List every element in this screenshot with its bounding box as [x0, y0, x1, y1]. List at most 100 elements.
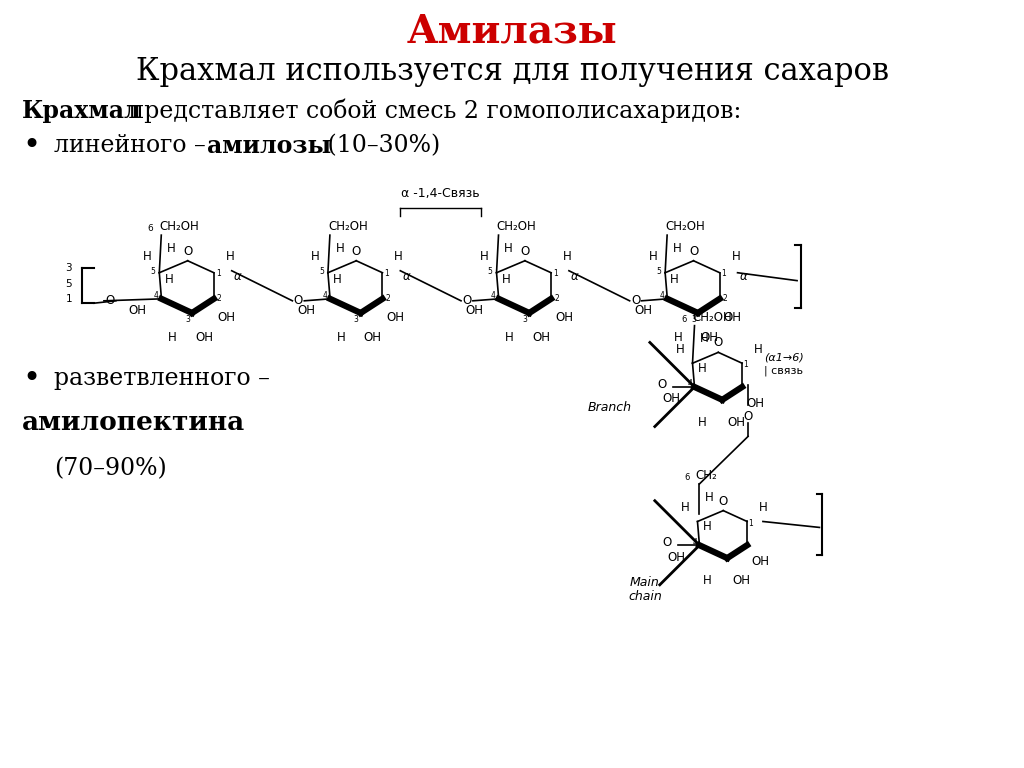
Text: α: α: [571, 270, 579, 283]
Text: H: H: [648, 250, 657, 263]
Text: 4: 4: [323, 291, 327, 300]
Text: O: O: [463, 294, 472, 307]
Text: α: α: [402, 270, 410, 283]
Text: амилозы: амилозы: [208, 134, 332, 157]
Text: O: O: [520, 245, 529, 258]
Text: 3: 3: [353, 315, 358, 324]
Text: α -1,4-Связь: α -1,4-Связь: [401, 187, 480, 200]
Text: (α1→6): (α1→6): [764, 353, 804, 362]
Text: | связь: | связь: [764, 366, 803, 376]
Text: O: O: [657, 378, 667, 390]
Text: 4: 4: [490, 291, 496, 300]
Text: H: H: [563, 250, 571, 263]
Text: H: H: [754, 343, 763, 356]
Text: OH: OH: [724, 311, 741, 323]
Text: 5: 5: [151, 266, 156, 276]
Text: O: O: [714, 336, 723, 349]
Text: 3: 3: [691, 315, 696, 324]
Text: 5: 5: [319, 266, 324, 276]
Text: H: H: [168, 331, 176, 344]
Text: OH: OH: [635, 304, 652, 317]
Text: O: O: [743, 409, 753, 422]
Text: α: α: [233, 270, 242, 283]
Text: Крахмал: Крахмал: [23, 99, 141, 123]
Text: H: H: [702, 521, 712, 533]
Text: O: O: [105, 294, 115, 307]
Text: H: H: [703, 574, 712, 587]
Text: CH₂: CH₂: [695, 469, 717, 482]
Text: OH: OH: [746, 397, 764, 410]
Text: H: H: [671, 273, 679, 286]
Text: H: H: [705, 491, 714, 504]
Text: (70–90%): (70–90%): [53, 458, 167, 481]
Text: линейного –: линейного –: [53, 134, 213, 157]
Text: H: H: [698, 415, 707, 429]
Text: CH₂OH: CH₂OH: [692, 311, 732, 323]
Text: O: O: [719, 495, 728, 508]
Text: H: H: [336, 242, 344, 255]
Text: OH: OH: [700, 331, 719, 344]
Text: разветвленного –: разветвленного –: [53, 366, 269, 389]
Text: CH₂OH: CH₂OH: [497, 220, 537, 233]
Text: O: O: [631, 294, 640, 307]
Text: OH: OH: [195, 331, 213, 344]
Text: 2: 2: [723, 294, 727, 303]
Text: 1: 1: [384, 269, 389, 278]
Text: OH: OH: [668, 551, 686, 564]
Text: H: H: [333, 273, 342, 286]
Text: 5: 5: [487, 266, 493, 276]
Text: H: H: [165, 273, 173, 286]
Text: OH: OH: [386, 311, 404, 323]
Text: 1: 1: [66, 294, 73, 304]
Text: 6: 6: [681, 315, 686, 323]
Text: H: H: [681, 502, 689, 514]
Text: 2: 2: [554, 294, 559, 303]
Text: CH₂OH: CH₂OH: [160, 220, 199, 233]
Text: OH: OH: [751, 555, 769, 568]
Text: 3: 3: [185, 315, 190, 324]
Text: α: α: [739, 270, 748, 283]
Text: H: H: [337, 331, 345, 344]
Text: OH: OH: [532, 331, 550, 344]
Text: 4: 4: [154, 291, 159, 300]
Text: (10–30%): (10–30%): [319, 134, 440, 157]
Text: O: O: [663, 536, 672, 549]
Text: 4: 4: [692, 538, 697, 547]
Text: 6: 6: [684, 473, 689, 482]
Text: Main: Main: [630, 576, 659, 589]
Text: Крахмал используется для получения сахаров: Крахмал используется для получения сахар…: [135, 56, 889, 87]
Text: 4: 4: [659, 291, 665, 300]
Text: H: H: [505, 331, 514, 344]
Text: H: H: [697, 362, 707, 375]
Text: 1: 1: [743, 360, 748, 369]
Text: OH: OH: [218, 311, 236, 323]
Text: O: O: [183, 245, 193, 258]
Text: H: H: [394, 250, 403, 263]
Text: O: O: [689, 245, 698, 258]
Text: представляет собой смесь 2 гомополисахаридов:: представляет собой смесь 2 гомополисахар…: [121, 99, 741, 123]
Text: 5: 5: [656, 266, 662, 276]
Text: 2: 2: [217, 294, 221, 303]
Text: OH: OH: [727, 415, 745, 429]
Text: H: H: [502, 273, 510, 286]
Text: OH: OH: [297, 304, 315, 317]
Text: 3: 3: [522, 315, 527, 324]
Text: H: H: [700, 333, 709, 346]
Text: H: H: [311, 250, 319, 263]
Text: CH₂OH: CH₂OH: [666, 220, 705, 233]
Text: H: H: [504, 242, 513, 255]
Text: 1: 1: [722, 269, 726, 278]
Text: OH: OH: [466, 304, 483, 317]
Text: OH: OH: [663, 392, 681, 406]
Text: H: H: [676, 343, 685, 356]
Text: 4: 4: [688, 379, 692, 389]
Text: O: O: [294, 294, 303, 307]
Text: 1: 1: [749, 518, 753, 528]
Text: 1: 1: [216, 269, 220, 278]
Text: H: H: [142, 250, 152, 263]
Text: chain: chain: [628, 590, 662, 603]
Text: 3: 3: [66, 263, 73, 273]
Text: H: H: [673, 242, 681, 255]
Text: •: •: [23, 363, 40, 392]
Text: 1: 1: [553, 269, 558, 278]
